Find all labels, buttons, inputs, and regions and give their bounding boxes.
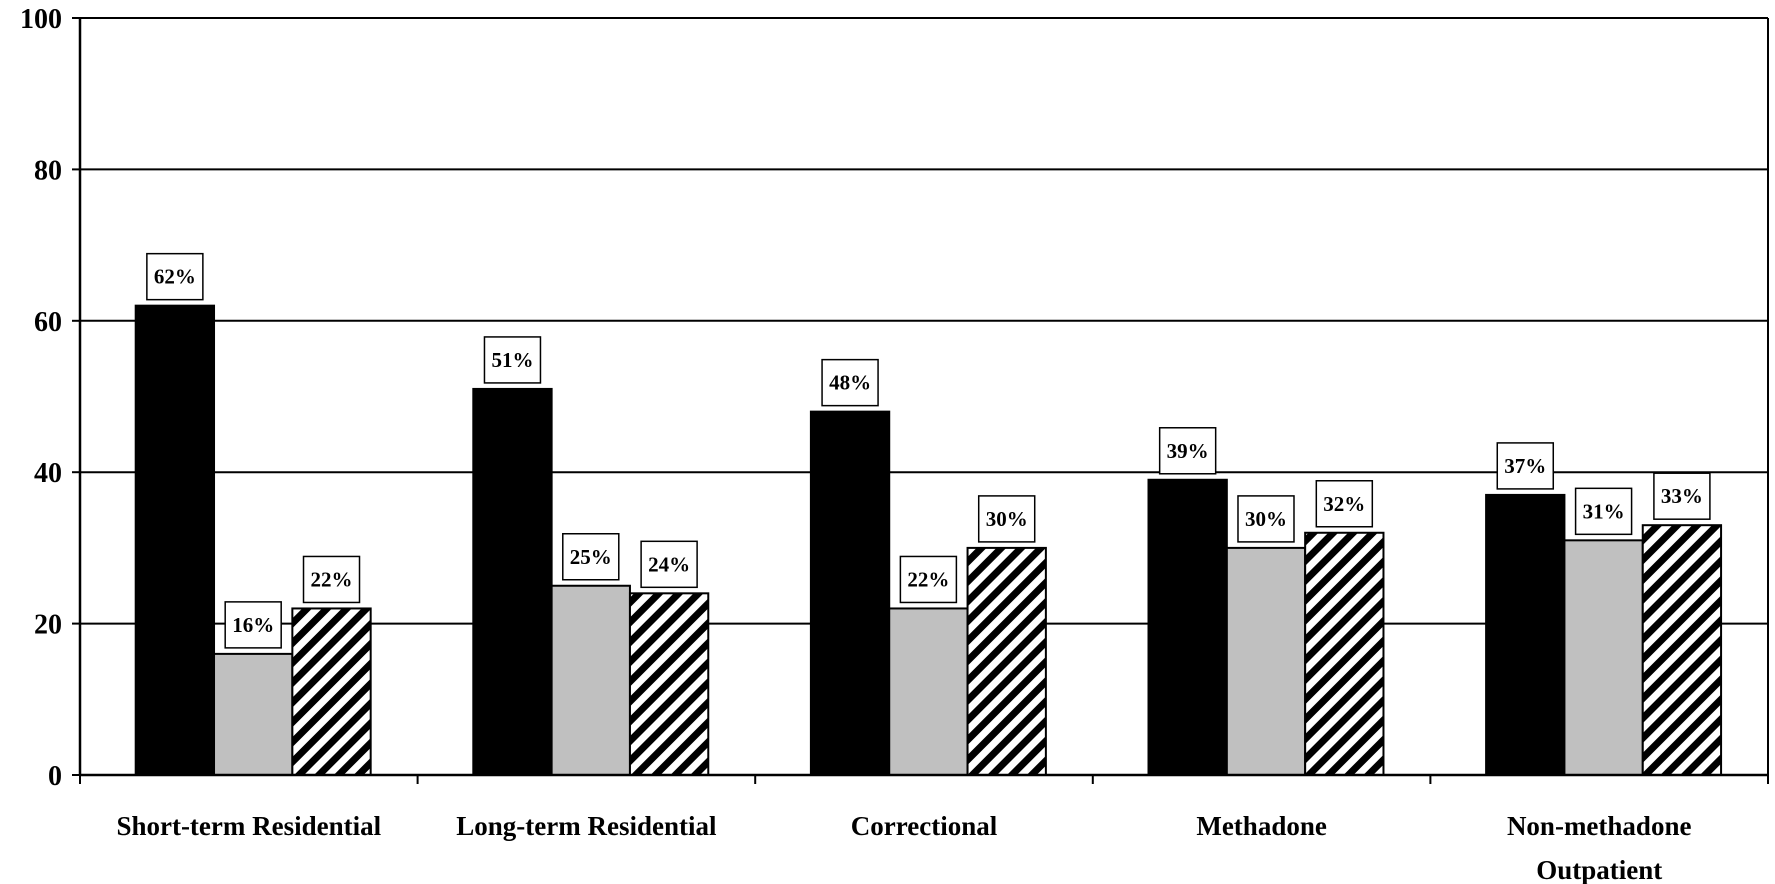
y-tick-label: 0 <box>48 761 62 792</box>
bar <box>1641 524 1723 776</box>
data-label-box <box>899 555 958 604</box>
category-label: Methadone <box>1196 811 1327 841</box>
bar <box>1304 531 1385 777</box>
data-label: 51% <box>491 348 533 372</box>
labels: 0 20 40 60 80 100 62% 16% 22% Short-term Resident… <box>20 4 1711 884</box>
data-label-box <box>146 252 204 301</box>
bar <box>213 652 294 777</box>
y-tick-label: 80 <box>34 155 62 186</box>
data-label: 31% <box>1583 499 1625 523</box>
bar <box>550 584 631 776</box>
bar <box>809 410 891 776</box>
bar <box>134 304 216 776</box>
data-label: 39% <box>1167 439 1209 463</box>
data-label-box <box>1237 495 1295 543</box>
data-label-box <box>302 555 361 604</box>
y-tick-label: 40 <box>34 458 62 489</box>
data-label: 30% <box>1245 507 1287 531</box>
category-label: Correctional <box>851 811 998 841</box>
bar <box>1225 546 1307 777</box>
data-label-box <box>1653 472 1711 520</box>
data-label: 37% <box>1504 454 1546 478</box>
data-label-box <box>821 358 879 407</box>
data-label-box <box>640 540 698 589</box>
y-tick-label: 100 <box>20 4 62 35</box>
data-label-box <box>977 495 1036 543</box>
bar <box>1563 539 1644 777</box>
data-label-box <box>1574 487 1633 536</box>
axes <box>72 17 1769 784</box>
data-label: 30% <box>986 507 1028 531</box>
data-label-box <box>1158 427 1217 475</box>
data-label-box <box>483 336 542 384</box>
category-label: Short-term Residential <box>116 811 381 841</box>
y-tick-label: 60 <box>34 307 62 338</box>
data-label: 16% <box>232 613 274 637</box>
bar <box>1485 493 1566 776</box>
category-label: Non-methadone <box>1507 811 1692 841</box>
bar <box>1147 478 1228 776</box>
data-label-box <box>224 601 282 649</box>
data-label-box <box>562 533 620 581</box>
data-label: 32% <box>1323 492 1365 516</box>
data-label: 25% <box>570 545 612 569</box>
bars <box>134 304 1723 777</box>
data-label: 48% <box>829 371 871 395</box>
data-label: 62% <box>154 265 196 289</box>
bar <box>291 607 372 777</box>
data-label: 22% <box>907 567 949 591</box>
data-label-box <box>1315 480 1374 528</box>
bar <box>628 592 710 776</box>
bar <box>888 607 969 777</box>
bar <box>472 387 553 776</box>
category-label: Outpatient <box>1536 855 1662 884</box>
data-label: 24% <box>648 552 690 576</box>
y-tick-label: 20 <box>34 610 62 641</box>
category-label: Long-term Residential <box>456 811 717 841</box>
data-label-box <box>1496 442 1555 490</box>
data-label: 22% <box>311 567 353 591</box>
bar <box>966 546 1047 777</box>
data-label: 33% <box>1661 484 1703 508</box>
